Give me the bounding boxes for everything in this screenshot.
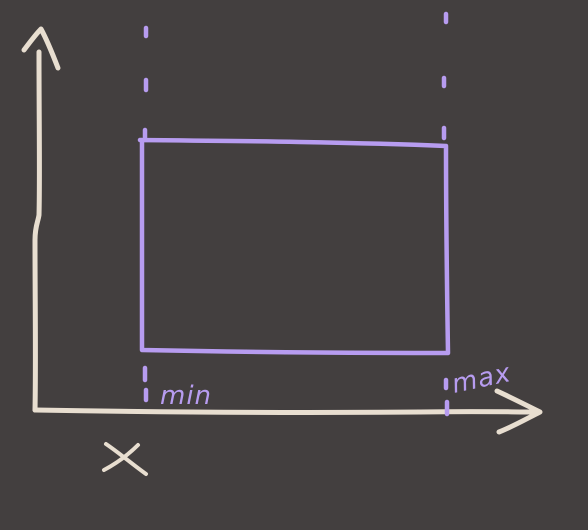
- axes: [21, 26, 543, 435]
- y-axis-line: [32, 49, 42, 413]
- x-axis-label-glyph: [102, 442, 148, 476]
- right-dashed-guide: [441, 11, 450, 417]
- min-label: min: [160, 381, 212, 411]
- left-dashed-guide: [142, 25, 149, 403]
- guides: [142, 11, 450, 417]
- x-axis-arrowhead: [494, 388, 543, 435]
- x-axis-line: [32, 407, 541, 415]
- range-box: [137, 137, 451, 356]
- y-axis-arrowhead: [21, 26, 61, 71]
